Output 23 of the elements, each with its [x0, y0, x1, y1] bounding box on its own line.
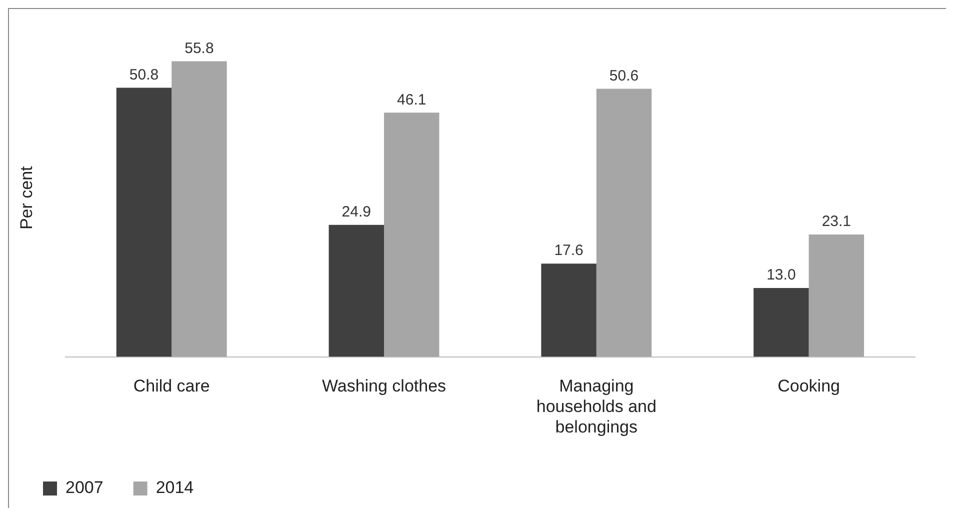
- data-label: 50.8: [129, 66, 159, 84]
- bar: [754, 288, 809, 357]
- bar: [328, 224, 384, 357]
- x-tick-label: Cooking: [778, 376, 840, 396]
- data-label: 55.8: [184, 40, 214, 57]
- data-label: 13.0: [766, 266, 796, 284]
- bar: [172, 61, 227, 357]
- bar: [384, 112, 440, 357]
- data-label: 24.9: [342, 204, 371, 221]
- data-label: 17.6: [554, 242, 584, 260]
- legend-label: 2007: [66, 478, 104, 498]
- bar: [541, 264, 596, 357]
- x-tick-label: Child care: [133, 376, 210, 396]
- legend-label: 2014: [156, 478, 194, 498]
- data-label: 50.6: [609, 67, 639, 84]
- y-axis-title: Per cent: [16, 166, 36, 230]
- data-label: 23.1: [822, 213, 852, 230]
- data-label: 46.1: [397, 91, 426, 108]
- bar: [116, 88, 172, 357]
- x-tick-label: Washing clothes: [322, 376, 446, 396]
- x-tick-label: Managing households and belongings: [536, 376, 656, 436]
- bar: [808, 234, 864, 357]
- bar: [596, 88, 652, 357]
